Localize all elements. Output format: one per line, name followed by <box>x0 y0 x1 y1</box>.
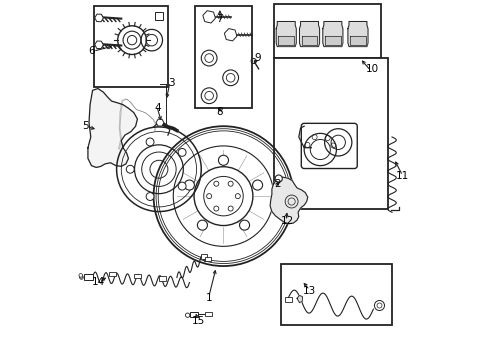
Bar <box>195 6 252 108</box>
Text: 12: 12 <box>281 216 294 226</box>
Circle shape <box>197 220 207 230</box>
Circle shape <box>178 182 186 190</box>
Text: 14: 14 <box>91 277 104 287</box>
Circle shape <box>178 148 186 156</box>
Circle shape <box>214 206 219 211</box>
Bar <box>205 312 212 316</box>
Polygon shape <box>270 177 308 224</box>
Circle shape <box>374 301 385 311</box>
Bar <box>205 257 211 261</box>
Bar <box>155 12 163 21</box>
Text: 15: 15 <box>192 316 205 325</box>
Circle shape <box>79 274 82 277</box>
Circle shape <box>79 275 83 278</box>
Text: 9: 9 <box>254 53 261 63</box>
Polygon shape <box>302 36 318 45</box>
Polygon shape <box>276 22 296 46</box>
Polygon shape <box>350 36 366 45</box>
Circle shape <box>207 194 212 199</box>
Circle shape <box>252 180 263 190</box>
Polygon shape <box>299 22 319 46</box>
Polygon shape <box>348 22 368 46</box>
Circle shape <box>214 181 219 186</box>
Circle shape <box>184 180 195 190</box>
Text: 10: 10 <box>366 64 379 74</box>
Bar <box>285 297 293 302</box>
Bar <box>274 4 381 58</box>
Polygon shape <box>323 22 343 46</box>
Circle shape <box>240 220 249 230</box>
Bar <box>95 6 168 87</box>
Text: 11: 11 <box>396 171 410 181</box>
Text: 1: 1 <box>206 293 213 303</box>
Polygon shape <box>325 36 341 45</box>
Text: 2: 2 <box>274 179 281 189</box>
Bar <box>84 274 93 280</box>
Circle shape <box>228 206 233 211</box>
Circle shape <box>80 276 83 279</box>
Circle shape <box>186 313 190 318</box>
Circle shape <box>235 194 240 199</box>
Circle shape <box>126 165 134 173</box>
Polygon shape <box>297 296 302 303</box>
Polygon shape <box>88 89 137 167</box>
Text: 4: 4 <box>155 103 162 113</box>
Bar <box>134 274 141 278</box>
Bar <box>201 253 207 259</box>
Bar <box>281 264 392 325</box>
Text: 13: 13 <box>303 286 316 296</box>
Text: 5: 5 <box>82 121 89 131</box>
Circle shape <box>146 193 154 201</box>
Circle shape <box>275 175 282 182</box>
Text: 3: 3 <box>168 78 175 88</box>
Text: 6: 6 <box>89 46 95 56</box>
FancyBboxPatch shape <box>301 123 357 168</box>
Text: 7: 7 <box>217 14 223 24</box>
Text: 8: 8 <box>217 107 223 117</box>
Polygon shape <box>278 36 294 45</box>
Circle shape <box>219 155 228 165</box>
Bar <box>159 276 166 281</box>
Circle shape <box>146 138 154 146</box>
Circle shape <box>228 181 233 186</box>
Bar <box>190 312 197 317</box>
Bar <box>109 272 116 276</box>
Bar <box>274 58 389 209</box>
